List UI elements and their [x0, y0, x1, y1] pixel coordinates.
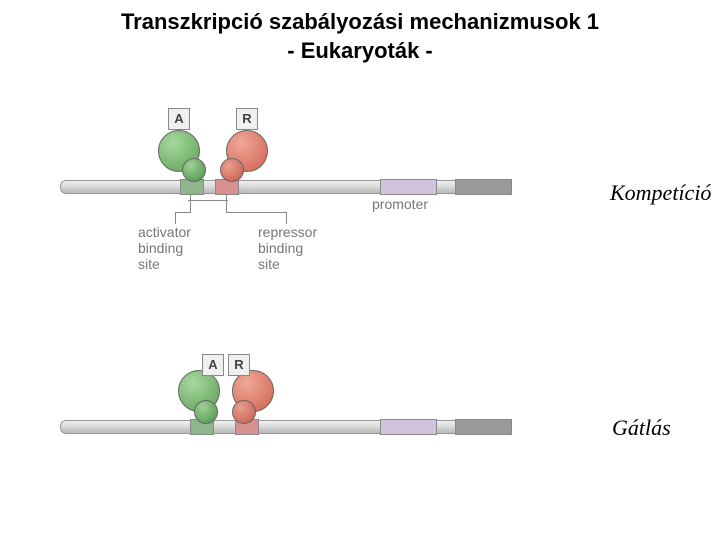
activator-domain-small — [182, 158, 206, 182]
promoter-label: promoter — [372, 196, 428, 212]
activator-protein: A — [158, 130, 200, 172]
side-label-competition: Kompetíció — [610, 180, 711, 206]
leader-line — [175, 212, 176, 224]
gene-region — [455, 419, 512, 435]
repressor-protein: R — [226, 370, 268, 412]
repressor-domain-small — [232, 400, 256, 424]
activator-site-label: activator binding site — [138, 224, 191, 272]
leader-line — [226, 212, 286, 213]
repressor-site-label: repressor binding site — [258, 224, 317, 272]
repressor-label: R — [228, 354, 250, 376]
promoter-site — [380, 419, 437, 435]
title-line2: - Eukaryoták - — [0, 37, 720, 66]
activator-label: A — [202, 354, 224, 376]
repressor-protein: R — [220, 130, 262, 172]
page-title: Transzkripció szabályozási mechanizmusok… — [0, 0, 720, 65]
leader-line — [190, 194, 191, 212]
leader-line — [175, 212, 191, 213]
title-line1: Transzkripció szabályozási mechanizmusok… — [0, 8, 720, 37]
promoter-site — [380, 179, 437, 195]
gene-region — [455, 179, 512, 195]
dna-strand — [60, 420, 512, 434]
leader-line — [286, 212, 287, 224]
activator-protein: A — [178, 370, 220, 412]
repressor-domain-small — [220, 158, 244, 182]
bracket — [188, 200, 228, 201]
activator-label: A — [168, 108, 190, 130]
side-label-inhibition: Gátlás — [612, 415, 671, 441]
repressor-label: R — [236, 108, 258, 130]
activator-domain-small — [194, 400, 218, 424]
leader-line — [226, 194, 227, 212]
dna-strand — [60, 180, 512, 194]
